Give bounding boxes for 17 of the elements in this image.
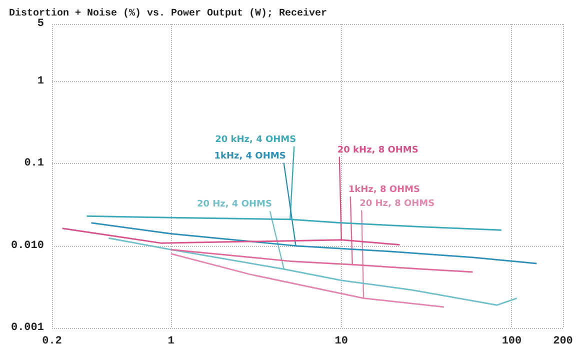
y-tick-label: 0.1 [24,158,44,170]
x-tick-label: 0.2 [42,336,62,348]
x-tick-label: 200 [553,336,573,348]
chart-title: Distortion + Noise (%) vs. Power Output (W); Receiver [9,8,328,20]
annotation: 20 Hz, 8 OHMS [360,198,435,209]
annotation: 20 kHz, 4 OHMS [215,134,296,145]
x-tick-label: 1 [168,336,175,348]
y-tick-label: 5 [37,18,44,30]
x-tick-label: 10 [334,336,348,348]
x-tick-label: 100 [502,336,522,348]
y-tick-label: 0.001 [10,322,44,334]
y-tick-label: 1 [37,75,44,88]
annotation: 20 kHz, 8 OHMS [337,145,418,156]
annotation: 1kHz, 4 OHMS [214,151,286,162]
y-tick-label: 0.010 [10,240,44,252]
annotation: 1kHz, 8 OHMS [348,185,420,196]
annotation: 20 Hz, 4 OHMS [196,200,272,210]
